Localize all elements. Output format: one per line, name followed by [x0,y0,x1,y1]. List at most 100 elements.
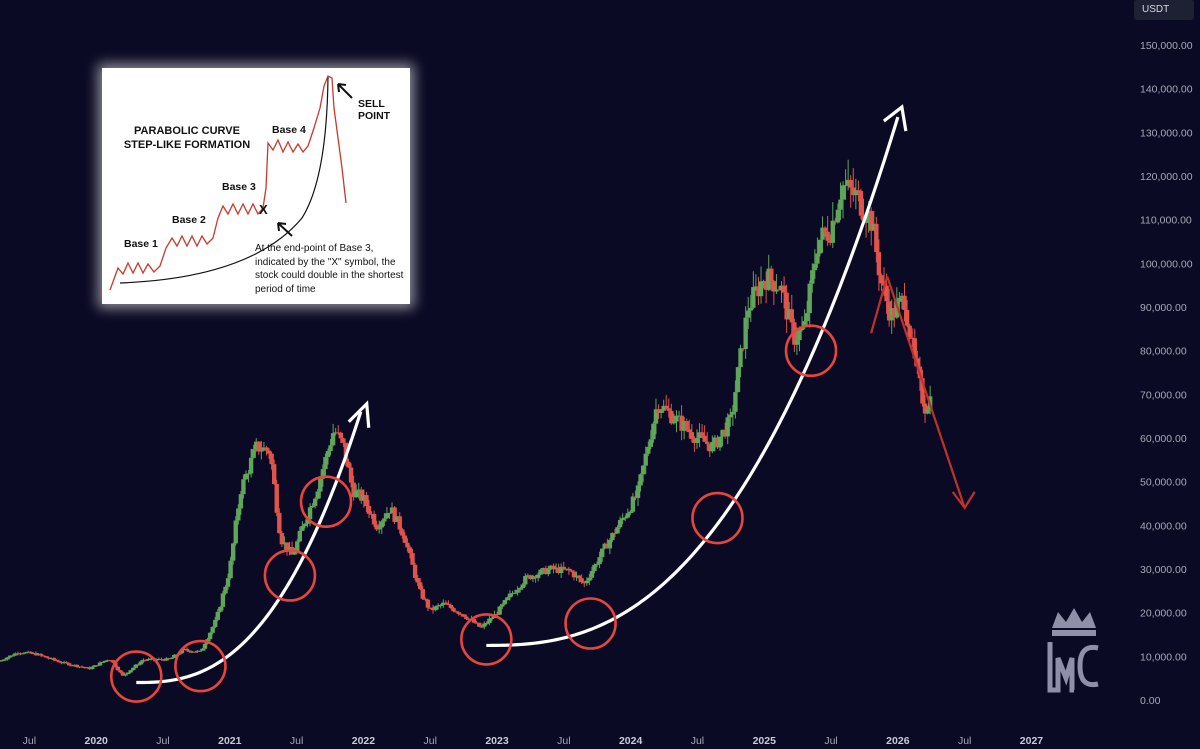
candle-body [684,421,689,430]
candle-body [617,520,623,528]
candle-body [213,619,218,627]
candle-body [31,653,36,655]
candle-body [207,632,213,640]
candle-body [725,417,730,437]
candle-body [712,437,718,443]
candle-body [361,495,367,501]
y-tick-label: 40,000.00 [1140,520,1187,532]
candle-body [369,513,374,515]
candle-body [848,179,853,188]
candle-body [638,474,643,486]
y-tick-label: 90,000.00 [1140,302,1187,314]
candle-body [740,348,746,350]
candle-body [377,527,382,530]
candle-body [438,604,443,606]
candle-body [474,622,479,624]
y-tick-label: 30,000.00 [1140,564,1187,576]
candle-body [902,295,907,310]
candle-body [66,663,72,666]
inset-note: At the end-point of Base 3, indicated by… [255,243,404,295]
candle-body [46,657,51,659]
candle-body [356,489,361,491]
candle-body [420,589,425,599]
candle-body [49,657,54,659]
candle-body [97,662,103,666]
candle-body [428,607,433,609]
x-tick-label: 2025 [753,735,777,747]
candle-body [41,655,46,657]
inset-parabola [119,75,329,284]
candle-body [643,453,648,466]
candle-body [694,437,700,444]
candle-body [912,338,917,359]
candle-body [307,507,313,520]
x-tick-label: Jul [156,735,169,747]
candle-body [333,432,338,434]
candle-body [133,664,139,668]
candle-body [856,190,861,192]
candle-body [371,514,377,525]
candle-body [894,301,900,318]
candle-body [172,654,177,658]
candle-body [671,421,677,424]
candle-body [564,568,569,570]
candle-body [220,593,226,607]
candle-body [774,289,779,292]
x-tick-label: Jul [824,735,837,747]
candle-body [699,432,705,436]
y-tick-label: 0.00 [1140,695,1161,707]
candle-body [766,268,771,290]
candle-body [84,667,90,669]
candle-body [822,227,828,232]
candle-body [728,414,733,418]
candle-body [392,507,397,522]
candle-body [697,432,702,438]
parabolic-curve-1 [136,411,363,685]
candle-body [456,612,461,614]
highlight-circle [784,324,838,378]
candle-body [320,469,326,479]
candle-body [54,659,59,661]
candle-body [502,600,507,605]
x-tick-label: Jul [691,735,704,747]
candle-body [676,415,682,417]
highlight-circle [109,650,163,703]
candle-body [710,442,715,452]
candle-body [418,582,423,590]
candle-body [248,457,254,474]
candle-body [648,439,654,447]
candle-body [625,513,630,518]
candle-body [123,674,128,676]
candle-body [871,223,876,231]
candle-body [43,656,49,658]
candle-body [236,508,241,521]
candle-body [90,666,95,670]
candle-body [400,529,405,536]
inset-title-line1: PARABOLIC CURVE [134,125,240,137]
candle-body [443,602,449,605]
candle-body [523,576,528,585]
annotation-overlay [109,104,976,703]
candle-body [658,410,664,413]
candle-body [179,649,185,654]
candle-body [571,571,577,578]
candle-body [51,657,57,660]
candle-body [525,575,531,577]
currency-label[interactable]: USDT [1134,0,1194,20]
candle-body [541,567,546,570]
candle-body [435,605,441,607]
candle-body [753,286,759,288]
y-tick-label: 80,000.00 [1140,346,1187,358]
parabolic-curve-2 [486,116,900,648]
candle-body [284,542,290,551]
candle-body [302,523,308,527]
candle-body [602,543,607,549]
candle-body [215,611,221,620]
inset-diagram [109,75,353,291]
candle-body [56,660,62,663]
candle-body [566,568,572,571]
candle-body [110,660,115,663]
candle-body [59,662,64,664]
candle-body [351,482,356,498]
